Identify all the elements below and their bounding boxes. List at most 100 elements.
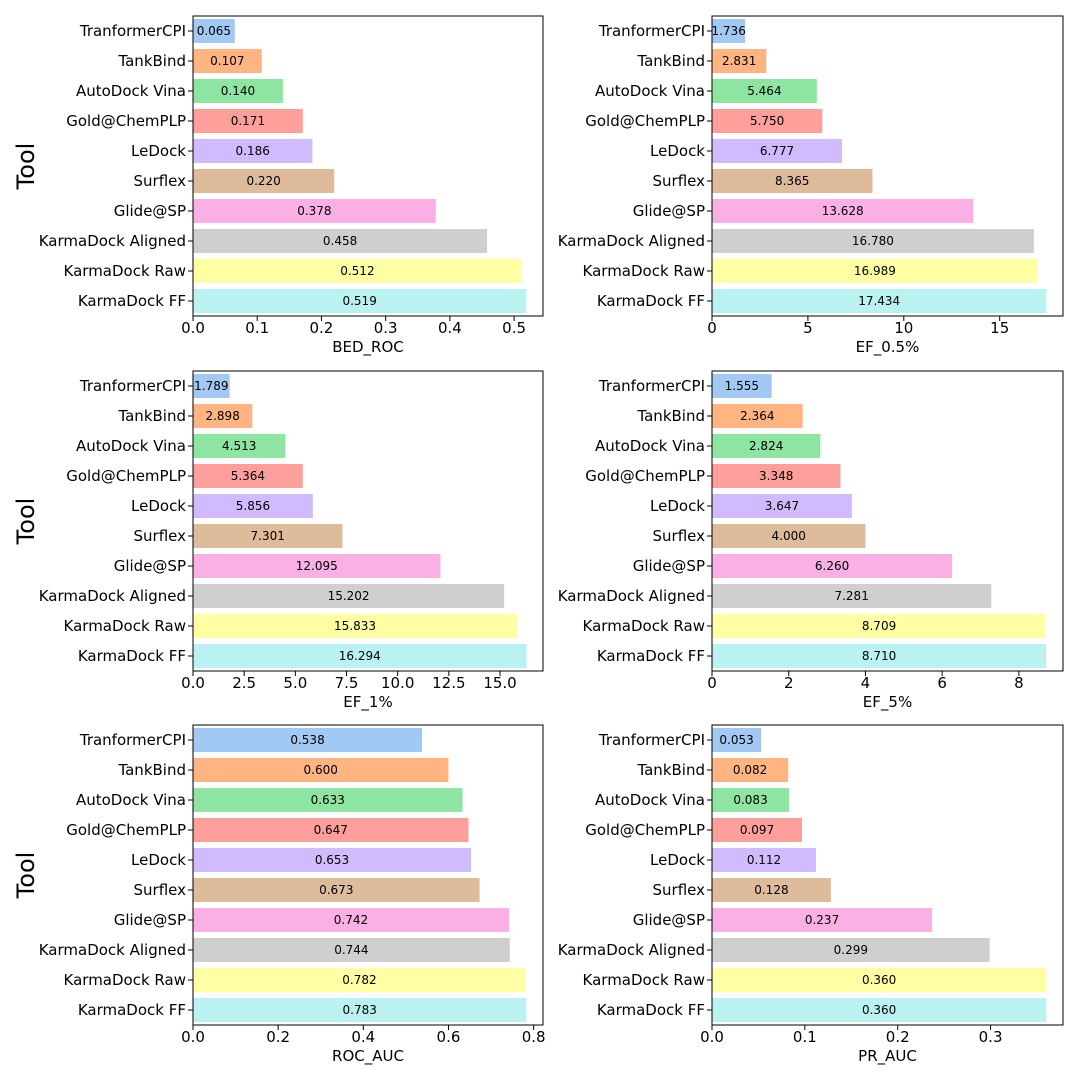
bar-2-10 [712, 289, 1047, 313]
bar-2-4 [712, 109, 823, 133]
bar-3-7 [193, 554, 441, 578]
bar-value-label: 0.742 [334, 913, 368, 927]
category-label: Surflex [134, 527, 187, 545]
x-tick-label: 0.0 [700, 1028, 724, 1046]
x-axis-label: EF_0.5% [856, 338, 920, 357]
bar-3-8 [193, 584, 505, 608]
bar-value-label: 0.107 [210, 54, 244, 68]
x-tick-label: 0 [707, 319, 717, 337]
bar-value-label: 7.301 [251, 529, 285, 543]
category-label: Glide@SP [114, 557, 186, 575]
category-label: AutoDock Vina [595, 82, 705, 100]
y-axis-label: Tool [12, 143, 40, 191]
category-label: AutoDock Vina [595, 791, 705, 809]
bar-value-label: 0.083 [733, 793, 767, 807]
x-axis-label: ROC_AUC [332, 1047, 404, 1066]
category-label: TankBind [636, 407, 705, 425]
bar-1-3 [193, 79, 283, 103]
category-label: TankBind [636, 52, 705, 70]
bar-value-label: 0.378 [297, 204, 331, 218]
x-tick-label: 0.3 [374, 319, 398, 337]
bar-value-label: 2.364 [740, 409, 774, 423]
bar-3-1 [193, 374, 230, 398]
bar-4-9 [712, 614, 1047, 638]
category-label: KarmaDock Aligned [558, 587, 705, 605]
bar-6-7 [712, 908, 933, 932]
category-label: Gold@ChemPLP [66, 112, 186, 130]
bar-value-label: 0.744 [334, 943, 368, 957]
category-label: TankBind [636, 761, 705, 779]
bar-6-5 [712, 848, 816, 872]
bar-4-10 [712, 644, 1047, 668]
category-label: TranformerCPI [598, 731, 705, 749]
bar-value-label: 0.538 [290, 733, 324, 747]
category-label: KarmaDock FF [78, 292, 186, 310]
x-tick-label: 4 [861, 674, 871, 692]
x-tick-label: 15.0 [483, 674, 516, 692]
category-label: KarmaDock Raw [583, 617, 705, 635]
x-tick-label: 15 [990, 319, 1009, 337]
category-label: KarmaDock Raw [64, 971, 186, 989]
category-label: Surflex [653, 881, 706, 899]
category-label: Gold@ChemPLP [66, 821, 186, 839]
bar-value-label: 6.777 [760, 144, 794, 158]
bar-value-label: 0.186 [236, 144, 270, 158]
bar-value-label: 2.898 [205, 409, 239, 423]
bar-1-1 [193, 19, 235, 43]
category-label: LeDock [131, 497, 186, 515]
bar-2-8 [712, 229, 1034, 253]
bar-1-2 [193, 49, 262, 73]
x-tick-label: 0.8 [522, 1028, 546, 1046]
category-label: TranformerCPI [79, 22, 186, 40]
bar-value-label: 8.709 [862, 619, 896, 633]
bar-5-7 [193, 908, 509, 932]
x-tick-label: 5 [803, 319, 813, 337]
bar-5-8 [193, 938, 510, 962]
category-label: Glide@SP [633, 911, 705, 929]
chart-panel-2: 1.736 TranformerCPI 2.831 TankBind 5.464 Auto… [558, 15, 1064, 357]
category-label: Gold@ChemPLP [585, 112, 705, 130]
chart-panel-4: 1.555 TranformerCPI 2.364 TankBind 2.824 Auto… [558, 370, 1064, 712]
bar-1-8 [193, 229, 488, 253]
category-label: KarmaDock Aligned [39, 587, 186, 605]
x-tick-label: 12.5 [432, 674, 465, 692]
category-label: KarmaDock Raw [583, 262, 705, 280]
bar-2-2 [712, 49, 767, 73]
bar-6-4 [712, 818, 803, 842]
category-label: Surflex [134, 881, 187, 899]
category-label: AutoDock Vina [76, 791, 186, 809]
bar-value-label: 0.653 [315, 853, 349, 867]
bar-value-label: 0.299 [834, 943, 868, 957]
bar-value-label: 0.673 [319, 883, 353, 897]
bar-value-label: 0.783 [343, 1003, 377, 1017]
x-tick-label: 0.1 [793, 1028, 817, 1046]
x-tick-label: 2 [784, 674, 794, 692]
bar-value-label: 2.824 [749, 439, 783, 453]
category-label: Glide@SP [114, 911, 186, 929]
bar-5-6 [193, 878, 480, 902]
y-axis-label: Tool [12, 498, 40, 546]
category-label: KarmaDock Aligned [558, 232, 705, 250]
bar-5-9 [193, 968, 526, 992]
bar-value-label: 17.434 [858, 294, 900, 308]
bar-2-6 [712, 169, 873, 193]
bar-3-4 [193, 464, 303, 488]
bar-1-4 [193, 109, 303, 133]
category-label: KarmaDock Aligned [558, 941, 705, 959]
bar-1-6 [193, 169, 335, 193]
bar-1-7 [193, 199, 436, 223]
category-label: Gold@ChemPLP [585, 821, 705, 839]
category-label: Gold@ChemPLP [585, 467, 705, 485]
category-label: TranformerCPI [79, 731, 186, 749]
category-label: KarmaDock Raw [64, 617, 186, 635]
axes-frame [192, 370, 544, 672]
bar-4-7 [712, 554, 953, 578]
bar-3-6 [193, 524, 343, 548]
x-axis-label: EF_1% [343, 693, 392, 712]
bar-1-9 [193, 259, 522, 283]
bar-value-label: 5.750 [750, 114, 784, 128]
x-tick-label: 0.5 [502, 319, 526, 337]
chart-panel-6: 0.053 TranformerCPI 0.082 TankBind 0.083 Auto… [558, 724, 1064, 1066]
x-tick-label: 0.6 [437, 1028, 461, 1046]
category-label: Glide@SP [114, 202, 186, 220]
